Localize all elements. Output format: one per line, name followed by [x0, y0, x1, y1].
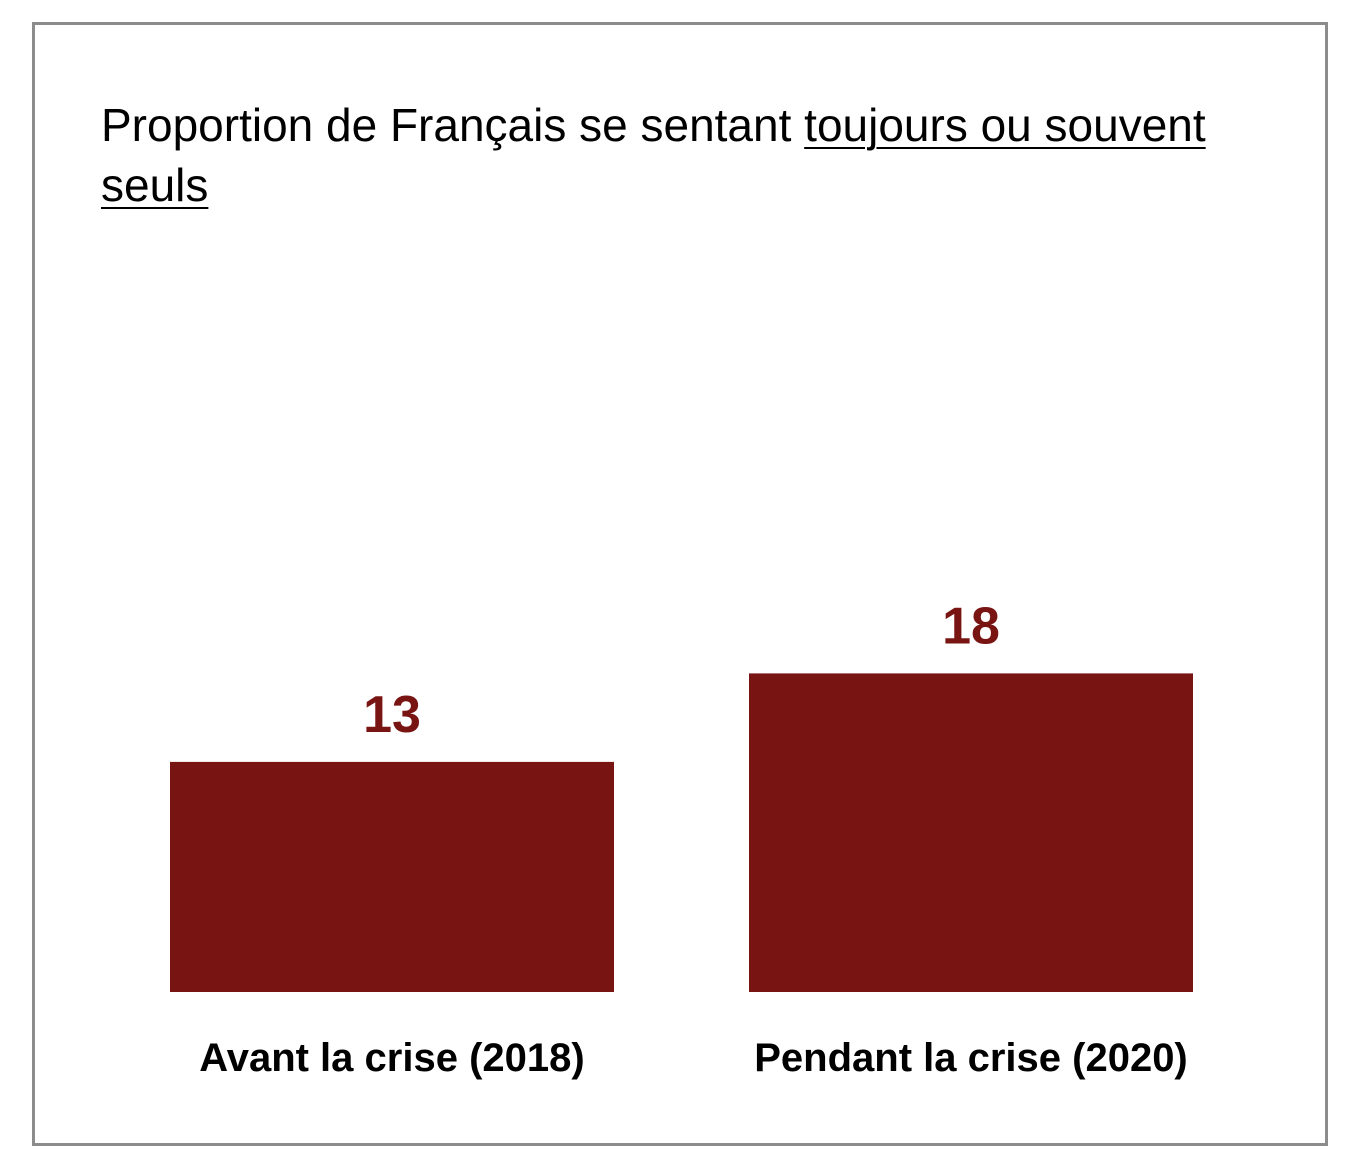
- bars-layer: [170, 673, 1193, 992]
- chart-frame: Proportion de Français se sentant toujou…: [32, 22, 1328, 1146]
- title-part-underlined: toujours ou souvent seuls: [101, 99, 1206, 211]
- title-part-plain: Proportion de Français se sentant: [101, 99, 805, 151]
- bar-chart: 13 18: [170, 597, 1193, 992]
- value-labels-layer: 13 18: [363, 597, 1000, 744]
- bar-0: [170, 761, 614, 992]
- chart-title: Proportion de Français se sentant toujou…: [101, 95, 1221, 215]
- value-label-1: 18: [942, 597, 1000, 655]
- bar-1: [749, 673, 1193, 992]
- category-label-0: Avant la crise (2018): [199, 1036, 585, 1080]
- category-label-1: Pendant la crise (2020): [754, 1036, 1188, 1080]
- value-label-0: 13: [363, 686, 421, 744]
